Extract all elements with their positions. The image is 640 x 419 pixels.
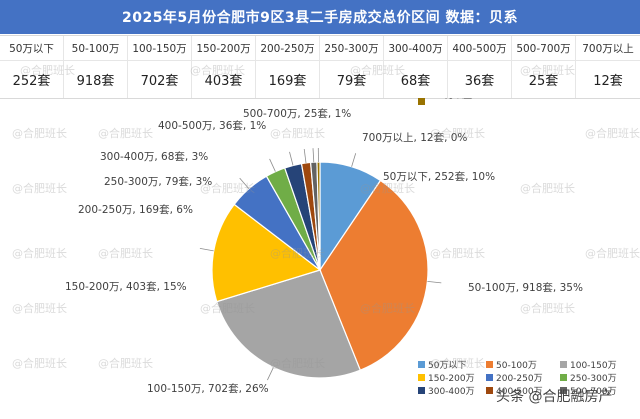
summary-value: 252套: [0, 61, 63, 98]
summary-value: 403套: [192, 61, 255, 98]
pie-data-label: 300-400万, 68套, 3%: [100, 150, 208, 163]
legend-label: 250-300万: [570, 374, 617, 384]
pie-chart: 50万以下, 252套, 10% 50-100万, 918套, 35% 100-15…: [0, 98, 640, 415]
leader-line: [313, 148, 314, 162]
summary-value: 25套: [512, 61, 575, 98]
summary-value: 702套: [128, 61, 191, 98]
summary-header: 100-150万: [128, 36, 191, 61]
summary-value: 79套: [320, 61, 383, 98]
legend-label: 700万以上: [428, 98, 472, 101]
legend-label: 200-250万: [496, 374, 543, 384]
summary-header: 150-200万: [192, 36, 255, 61]
legend-swatch: [418, 98, 425, 105]
chart-title: 2025年5月份合肥市9区3县二手房成交总价区间 数据：贝系: [0, 0, 640, 34]
summary-value: 918套: [64, 61, 127, 98]
summary-header: 50-100万: [64, 36, 127, 61]
summary-header: 200-250万: [256, 36, 319, 61]
pie-data-label: 400-500万, 36套, 1%: [158, 119, 266, 132]
toutiao-credit: 头条 @合肥融房产: [496, 386, 612, 406]
legend-swatch: [560, 361, 567, 368]
legend-swatch: [418, 374, 425, 381]
summary-header: 700万以上: [576, 36, 640, 61]
summary-value: 12套: [576, 61, 640, 98]
summary-header: 250-300万: [320, 36, 383, 61]
summary-value: 68套: [384, 61, 447, 98]
leader-line: [270, 159, 276, 172]
summary-header: 50万以下: [0, 36, 63, 61]
leader-line: [304, 149, 306, 163]
legend-label: 300-400万: [428, 387, 475, 397]
leader-line: [427, 281, 441, 283]
pie-data-label: 500-700万, 25套, 1%: [243, 107, 351, 120]
legend-swatch: [486, 374, 493, 381]
legend-label: 50-100万: [496, 361, 537, 371]
summary-header: 500-700万: [512, 36, 575, 61]
pie-data-label: 700万以上, 12套, 0%: [362, 131, 467, 144]
legend-swatch: [418, 361, 425, 368]
leader-line: [200, 248, 214, 251]
summary-value: 169套: [256, 61, 319, 98]
legend-swatch: [560, 374, 567, 381]
pie-data-label: 50万以下, 252套, 10%: [383, 170, 495, 183]
summary-header: 300-400万: [384, 36, 447, 61]
legend-label: 50万以下: [428, 361, 466, 371]
pie-chart-area: 50万以下, 252套, 10% 50-100万, 918套, 35% 100-15…: [0, 98, 640, 415]
legend-swatch: [418, 387, 425, 394]
leader-line: [352, 153, 356, 166]
leader-line: [267, 367, 273, 380]
pie-data-label: 100-150万, 702套, 26%: [147, 382, 269, 395]
legend-label: 100-150万: [570, 361, 617, 371]
leader-line: [290, 152, 294, 166]
pie-data-label: 200-250万, 169套, 6%: [78, 203, 193, 216]
pie-data-label: 150-200万, 403套, 15%: [65, 280, 187, 293]
legend-swatch: [486, 387, 493, 394]
pie-data-label: 250-300万, 79套, 3%: [104, 175, 212, 188]
summary-value: 36套: [448, 61, 511, 98]
legend-label: 150-200万: [428, 374, 475, 384]
pie-data-label: 50-100万, 918套, 35%: [468, 281, 583, 294]
summary-header: 400-500万: [448, 36, 511, 61]
leader-line: [240, 178, 249, 189]
legend-swatch: [486, 361, 493, 368]
